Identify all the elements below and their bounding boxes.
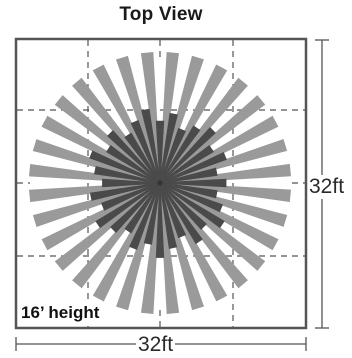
dark-ray-21	[130, 120, 161, 184]
dark-ray-2	[159, 182, 225, 229]
light-ray-19	[54, 95, 161, 184]
dark-ray-26	[159, 125, 201, 184]
dark-ray-5	[159, 182, 187, 239]
light-ray-10	[92, 182, 161, 302]
light-ray-12	[54, 182, 161, 271]
page-title: Top View	[119, 4, 203, 25]
dark-ray-22	[141, 108, 161, 184]
light-ray-28	[159, 95, 266, 184]
dark-ray-28	[159, 145, 214, 184]
dark-ray-0	[159, 182, 218, 199]
light-ray-13	[41, 182, 161, 251]
light-ray-17	[32, 139, 161, 184]
light-ray-30	[159, 139, 288, 184]
light-ray-5	[159, 182, 228, 302]
dark-ray-12	[95, 182, 161, 229]
width-dimension-label: 32ft	[136, 333, 176, 356]
light-ray-2	[159, 182, 279, 251]
light-distribution-pattern	[29, 52, 291, 314]
dark-ray-1	[159, 182, 223, 213]
light-ray-9	[116, 182, 161, 311]
dark-ray-4	[159, 182, 203, 245]
dark-ray-3	[159, 182, 207, 230]
light-ray-20	[72, 77, 161, 184]
dark-ray-9	[129, 182, 161, 250]
dark-ray-17	[89, 150, 161, 184]
dark-ray-20	[124, 132, 161, 184]
dark-ray-27	[159, 127, 216, 184]
light-ray-1	[159, 182, 288, 227]
dark-ray-14	[89, 182, 161, 201]
light-ray-26	[159, 64, 228, 184]
light-ray-23	[140, 52, 161, 184]
light-ray-29	[159, 115, 279, 184]
dark-ray-11	[110, 182, 161, 233]
light-ray-18	[41, 115, 161, 184]
center-guides	[17, 40, 305, 327]
light-ray-4	[159, 182, 248, 289]
mounting-height-label: 16’ height	[18, 303, 103, 323]
depth-dimension-label: 32ft	[308, 175, 346, 199]
room-outline	[14, 37, 308, 330]
dark-ray-15	[102, 178, 160, 188]
light-ray-27	[159, 77, 248, 184]
light-ray-14	[32, 182, 161, 227]
dark-ray-24	[159, 112, 178, 184]
dark-ray-16	[94, 166, 161, 184]
dark-ray-25	[159, 127, 186, 184]
light-ray-3	[159, 182, 266, 271]
dark-ray-19	[107, 130, 161, 184]
dark-ray-6	[159, 182, 178, 249]
light-ray-21	[92, 64, 161, 184]
light-ray-11	[72, 182, 161, 289]
dark-ray-10	[124, 182, 161, 234]
dark-ray-13	[101, 182, 161, 211]
dark-ray-8	[143, 182, 161, 245]
dark-ray-18	[106, 145, 161, 184]
light-ray-22	[116, 55, 161, 184]
dark-ray-29	[159, 152, 227, 184]
dark-ray-23	[155, 120, 165, 183]
dark-ray-7	[155, 183, 165, 258]
fixture-center-point	[157, 180, 163, 186]
dark-ray-30	[159, 167, 218, 184]
dark-ray-31	[160, 178, 227, 188]
